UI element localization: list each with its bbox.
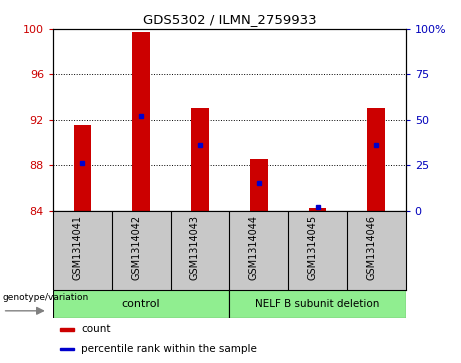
Bar [60, 348, 74, 350]
Bar [132, 32, 150, 211]
Bar [230, 290, 406, 318]
Text: GSM1314046: GSM1314046 [366, 215, 376, 280]
Bar [367, 109, 385, 211]
Text: GSM1314041: GSM1314041 [72, 215, 83, 280]
Text: control: control [122, 299, 160, 309]
Text: percentile rank within the sample: percentile rank within the sample [81, 344, 257, 354]
Text: count: count [81, 324, 111, 334]
Text: GSM1314042: GSM1314042 [131, 215, 141, 280]
Bar [53, 290, 230, 318]
Text: GSM1314043: GSM1314043 [190, 215, 200, 280]
Bar [191, 109, 209, 211]
Text: genotype/variation: genotype/variation [3, 293, 89, 302]
Title: GDS5302 / ILMN_2759933: GDS5302 / ILMN_2759933 [142, 13, 316, 26]
Bar [309, 208, 326, 211]
Bar [60, 328, 74, 331]
Text: NELF B subunit deletion: NELF B subunit deletion [255, 299, 380, 309]
Bar [74, 126, 91, 211]
Text: GSM1314044: GSM1314044 [249, 215, 259, 280]
Text: GSM1314045: GSM1314045 [307, 215, 318, 280]
Bar [250, 159, 267, 211]
